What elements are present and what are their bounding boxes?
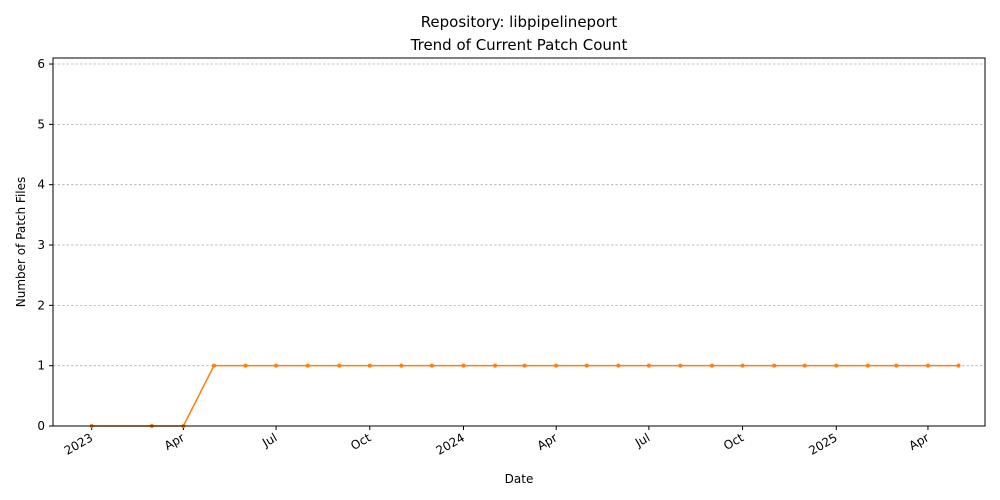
y-tick-label: 2 [37, 298, 45, 312]
data-point [243, 363, 248, 368]
y-tick-label: 1 [37, 359, 45, 373]
x-tick-label: 2024 [434, 430, 467, 457]
data-point [646, 363, 651, 368]
data-point [802, 363, 807, 368]
chart-subtitle: Trend of Current Patch Count [410, 36, 628, 54]
y-tick-label: 3 [37, 238, 45, 252]
x-tick-label: Oct [348, 430, 373, 453]
x-tick-label: Apr [162, 430, 187, 453]
data-points [89, 363, 961, 428]
x-axis-ticks: 2023 Apr Jul Oct 2024 Apr Jul Oct 2025 Apr [62, 426, 932, 458]
data-point [710, 363, 715, 368]
data-point [461, 363, 466, 368]
x-tick-label: Oct [721, 430, 746, 453]
data-point [493, 363, 498, 368]
chart-title: Repository: libpipelineport [421, 13, 618, 31]
data-point [894, 363, 899, 368]
y-tick-label: 0 [37, 419, 45, 433]
data-point [740, 363, 745, 368]
data-point [337, 363, 342, 368]
data-point [865, 363, 870, 368]
y-tick-label: 4 [37, 178, 45, 192]
data-point [429, 363, 434, 368]
data-point [399, 363, 404, 368]
data-point [678, 363, 683, 368]
data-point [211, 363, 216, 368]
data-point [772, 363, 777, 368]
x-axis-label: Date [505, 472, 534, 486]
data-point [522, 363, 527, 368]
data-point [554, 363, 559, 368]
x-tick-label: Jul [259, 430, 279, 450]
data-point [616, 363, 621, 368]
data-point [274, 363, 279, 368]
x-tick-label: Apr [535, 430, 560, 453]
data-point [925, 363, 930, 368]
y-tick-label: 6 [37, 57, 45, 71]
data-point [367, 363, 372, 368]
grid-lines [53, 63, 985, 367]
y-axis-ticks: 0 1 2 3 4 5 6 [37, 57, 53, 433]
x-tick-label: Apr [906, 430, 931, 453]
plot-frame [52, 57, 986, 427]
data-point [305, 363, 310, 368]
x-tick-label: 2025 [806, 430, 839, 457]
x-tick-label: Jul [632, 430, 652, 450]
y-tick-label: 5 [37, 117, 45, 131]
data-point [584, 363, 589, 368]
data-point [834, 363, 839, 368]
data-point [956, 363, 961, 368]
y-axis-label: Number of Patch Files [14, 177, 28, 308]
x-tick-label: 2023 [62, 430, 95, 457]
series-line [91, 364, 959, 427]
